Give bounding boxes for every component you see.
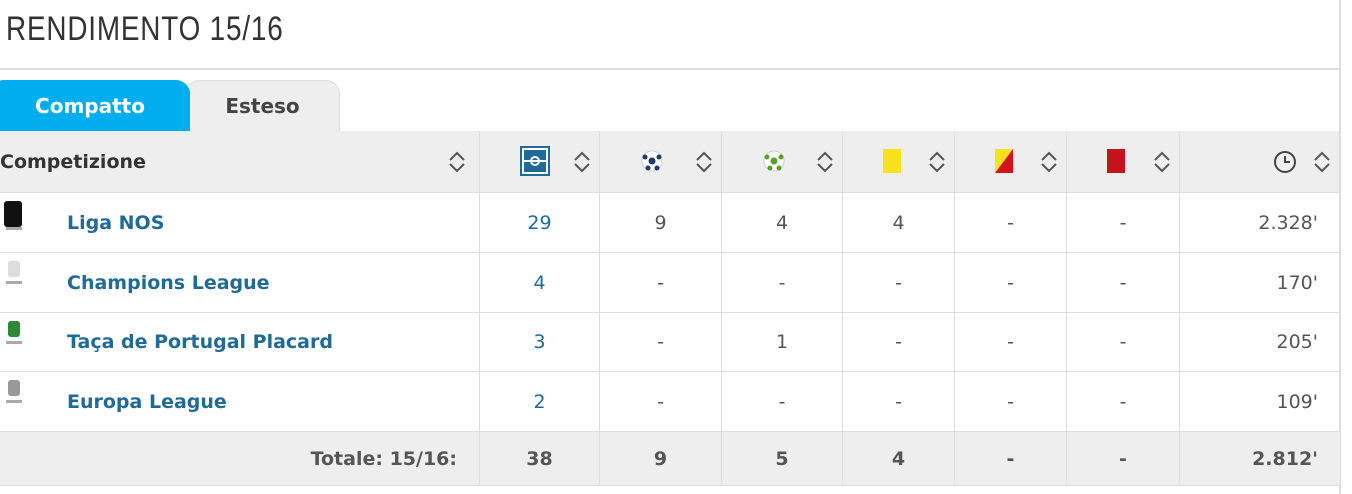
right-border [1339,0,1341,494]
header-cell [955,131,1067,193]
sort-arrows[interactable] [572,149,592,175]
total-cell: 2.812' [1180,432,1340,486]
total-cell: 9 [600,432,722,486]
tab-extended[interactable]: Esteso [185,80,340,131]
stat-cell[interactable]: 2 [480,372,600,432]
sort-arrows[interactable] [927,149,947,175]
stat-cell: - [955,372,1067,432]
header-cell [1180,131,1340,193]
header-cell [480,131,600,193]
stat-cell: 9 [600,193,722,253]
stat-cell[interactable]: 4 [480,253,600,313]
stat-cell: 205' [1180,313,1340,372]
stat-cell: - [1067,193,1180,253]
column-icon [883,149,901,173]
competition-logo [4,380,24,410]
stat-cell: - [843,372,955,432]
stat-cell[interactable]: 29 [480,193,600,253]
stat-cell: - [722,372,843,432]
total-cell: Totale: 15/16: [0,432,480,486]
competition-link[interactable]: Europa League [0,372,480,432]
sort-arrows[interactable] [1152,149,1172,175]
stat-cell: 1 [722,313,843,372]
column-icon [1272,149,1298,175]
competition-logo [4,321,24,351]
stat-cell: 2.328' [1180,193,1340,253]
total-cell: - [1067,432,1180,486]
sort-arrows[interactable] [1312,149,1332,175]
total-cell: 5 [722,432,843,486]
competition-link[interactable]: Taça de Portugal Placard [0,313,480,372]
section-title: RENDIMENTO 15/16 [6,10,284,48]
sort-arrows[interactable] [447,149,467,175]
stat-cell: 4 [722,193,843,253]
stat-cell: - [955,193,1067,253]
stat-cell: 170' [1180,253,1340,313]
tab-compact[interactable]: Compatto [0,80,190,131]
total-cell: - [955,432,1067,486]
sort-arrows[interactable] [815,149,835,175]
stat-cell: - [600,253,722,313]
header-cell [600,131,722,193]
sort-arrows[interactable] [1039,149,1059,175]
column-icon [762,149,786,173]
column-icon [1107,149,1125,173]
competition-link[interactable]: Champions League [0,253,480,313]
total-cell: 38 [480,432,600,486]
competition-logo [4,261,24,291]
stat-cell: - [1067,372,1180,432]
sort-arrows[interactable] [694,149,714,175]
header-cell: Competizione [0,131,480,193]
total-cell: 4 [843,432,955,486]
stat-cell[interactable]: 3 [480,313,600,372]
stat-cell: - [955,313,1067,372]
stat-cell: - [600,372,722,432]
stat-cell: - [955,253,1067,313]
column-icon [640,149,664,173]
column-icon [520,146,550,176]
header-cell [843,131,955,193]
column-icon [995,149,1013,173]
competition-link[interactable]: Liga NOS [0,193,480,253]
stat-cell: 4 [843,193,955,253]
stat-cell: - [843,253,955,313]
stat-cell: - [1067,313,1180,372]
stat-cell: - [843,313,955,372]
stat-cell: - [600,313,722,372]
divider [0,68,1340,70]
header-cell [1067,131,1180,193]
stat-cell: - [1067,253,1180,313]
competition-logo [4,201,24,231]
stat-cell: 109' [1180,372,1340,432]
header-cell [722,131,843,193]
stat-cell: - [722,253,843,313]
